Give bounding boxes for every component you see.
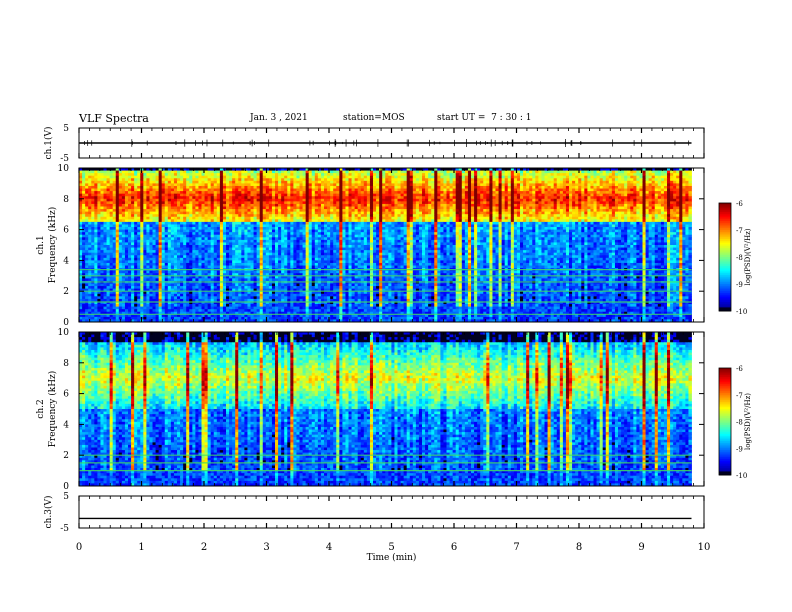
y-tick-label: 2 bbox=[63, 287, 69, 297]
x-tick-label: 8 bbox=[576, 542, 582, 553]
x-tick-label: 0 bbox=[76, 542, 82, 553]
y-tick-label: 8 bbox=[63, 359, 69, 369]
x-tick-label: 1 bbox=[138, 542, 144, 553]
y-tick-label: 6 bbox=[63, 226, 69, 236]
colorbar-tick-label: -6 bbox=[736, 365, 743, 373]
y-tick-label: 0 bbox=[63, 318, 69, 328]
x-tick-label: 6 bbox=[451, 542, 457, 553]
y-tick-label: 4 bbox=[63, 256, 69, 266]
colorbar-label: log(PSD)(V²/Hz) bbox=[744, 228, 752, 285]
y-tick-label: 0 bbox=[63, 482, 69, 492]
x-tick-label: 4 bbox=[326, 542, 332, 553]
colorbar-tick-label: -7 bbox=[736, 392, 743, 400]
x-tick-label: 10 bbox=[698, 542, 711, 553]
colorbar-tick-label: -8 bbox=[736, 419, 743, 427]
x-tick-label: 7 bbox=[513, 542, 519, 553]
colorbar-tick-label: -10 bbox=[736, 472, 747, 480]
y-tick-label: 2 bbox=[63, 451, 69, 461]
y-tick-label: -5 bbox=[60, 154, 69, 164]
channel-label: ch.2 bbox=[36, 399, 46, 418]
colorbar-tick-label: -9 bbox=[736, 445, 743, 453]
spectrogram-cells bbox=[79, 168, 692, 322]
y-tick-label: -5 bbox=[60, 524, 69, 534]
colorbar-tick-label: -7 bbox=[736, 227, 743, 235]
x-axis-label: Time (min) bbox=[367, 552, 417, 563]
y-axis-label: Frequency (kHz) bbox=[47, 207, 58, 284]
y-axis-label: ch.3(V) bbox=[43, 496, 54, 529]
channel-label: ch.1 bbox=[36, 235, 46, 254]
y-tick-label: 10 bbox=[58, 328, 70, 338]
y-tick-label: 8 bbox=[63, 195, 69, 205]
x-tick-label: 2 bbox=[201, 542, 207, 553]
colorbar-tick-label: -6 bbox=[736, 200, 743, 208]
x-tick-label: 3 bbox=[263, 542, 269, 553]
y-tick-label: 5 bbox=[63, 124, 69, 134]
colorbar-tick-label: -10 bbox=[736, 308, 747, 316]
y-tick-label: 5 bbox=[63, 492, 69, 502]
y-tick-label: 10 bbox=[58, 164, 70, 174]
y-tick-label: 4 bbox=[63, 420, 69, 430]
y-tick-label: 6 bbox=[63, 390, 69, 400]
x-tick-label: 9 bbox=[638, 542, 644, 553]
y-axis-label: ch.1(V) bbox=[43, 127, 54, 160]
x-tick-label: 5 bbox=[388, 542, 394, 553]
colorbar-tick-label: -9 bbox=[736, 281, 743, 289]
colorbar-tick-label: -8 bbox=[736, 254, 743, 262]
colorbar-label: log(PSD)(V²/Hz) bbox=[744, 393, 752, 450]
y-axis-label: Frequency (kHz) bbox=[47, 371, 58, 448]
